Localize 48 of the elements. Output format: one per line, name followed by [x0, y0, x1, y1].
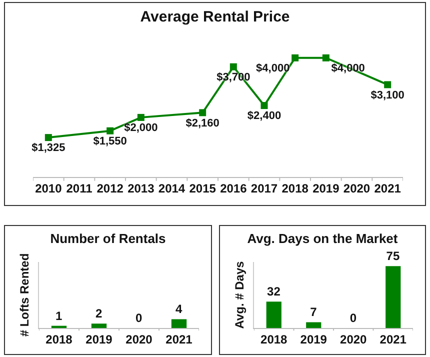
data-label: $3,100: [370, 89, 404, 102]
x-tick-label: 2019: [86, 332, 113, 346]
data-label: $1,550: [93, 135, 127, 148]
x-tick-label: 2018: [282, 181, 309, 196]
x-tick-label: 2010: [35, 181, 62, 196]
data-label: 0: [136, 311, 142, 325]
x-tick-label: 2019: [300, 332, 328, 346]
data-label: $2,160: [186, 117, 220, 130]
point: [106, 127, 114, 134]
point: [44, 134, 52, 142]
point: [260, 102, 268, 110]
chart-title: Number of Rentals: [50, 231, 166, 246]
chart-title: Avg. Days on the Market: [247, 231, 398, 246]
point: [230, 63, 237, 70]
x-tick-label: 2013: [128, 181, 155, 196]
data-label: $1,325: [32, 142, 66, 154]
x-tick-label: 2020: [126, 332, 153, 346]
x-tick-label: 2018: [260, 332, 288, 346]
chart-title: Average Rental Price: [140, 8, 290, 26]
point: [384, 81, 392, 88]
x-tick-label: 2019: [312, 181, 340, 196]
data-label: 2: [96, 306, 102, 321]
x-tick-label: 2021: [380, 332, 407, 346]
point: [199, 109, 206, 116]
y-axis-title: Avg. # Days: [232, 260, 246, 329]
x-tick-label: 2017: [250, 181, 278, 196]
data-label: 4: [176, 302, 182, 316]
data-label: $2,000: [124, 122, 158, 134]
x-tick-label: 2015: [189, 181, 216, 196]
data-label: 7: [310, 305, 318, 320]
x-tick-label: 2014: [158, 181, 186, 196]
x-tick-label: 2012: [96, 181, 124, 196]
y-axis-title: # Lofts Rented: [17, 253, 32, 337]
x-tick-label: 2016: [220, 181, 248, 196]
data-label: 32: [267, 284, 281, 299]
point: [322, 54, 330, 62]
x-tick-label: 2021: [374, 181, 402, 196]
x-tick-label: 2011: [66, 181, 93, 196]
x-tick-label: 2020: [343, 181, 370, 196]
x-tick-label: 2018: [46, 332, 73, 346]
data-label: $2,400: [247, 110, 282, 122]
point: [292, 54, 299, 62]
point: [137, 114, 144, 121]
data-label: 75: [386, 249, 400, 264]
data-label: 1: [56, 308, 62, 323]
data-label: 0: [350, 311, 357, 325]
x-tick-label: 2021: [166, 332, 193, 346]
x-tick-label: 2020: [340, 332, 368, 346]
